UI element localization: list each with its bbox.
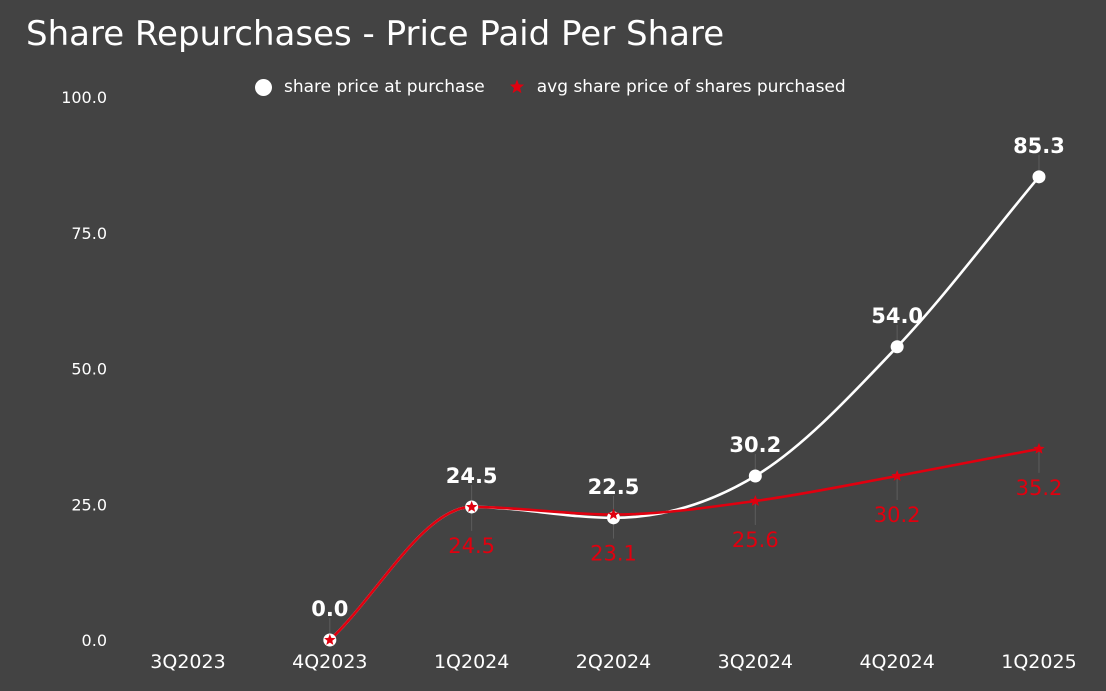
share-price-point[interactable] xyxy=(1032,170,1046,184)
x-tick-label: 4Q2024 xyxy=(859,651,934,673)
y-axis: 0.0 25.0 50.0 75.0 100.0 xyxy=(61,88,107,650)
x-axis: 3Q2023 4Q2023 1Q2024 2Q2024 3Q2024 4Q2024 1Q20… xyxy=(150,651,1076,673)
y-tick-label: 25.0 xyxy=(71,495,107,514)
share-price-point[interactable] xyxy=(890,340,904,354)
data-label-layer: 0.0 24.5 22.5 30.2 54.0 85.3 24.5 23.1 25.6 30.2 3… xyxy=(311,134,1065,621)
avg-price-data-label: 30.2 xyxy=(874,503,921,527)
share-price-data-label: 24.5 xyxy=(446,464,498,488)
legend-item-avg-price[interactable]: avg share price of shares purchased xyxy=(509,77,846,97)
series-layer xyxy=(323,154,1046,647)
legend-item-share-price[interactable]: share price at purchase xyxy=(255,77,485,97)
share-price-data-label: 0.0 xyxy=(311,597,348,621)
x-tick-label: 3Q2023 xyxy=(150,651,225,673)
y-tick-label: 75.0 xyxy=(71,224,107,243)
avg-price-point[interactable] xyxy=(1033,442,1045,454)
share-price-data-label: 54.0 xyxy=(871,304,923,328)
share-price-data-label: 85.3 xyxy=(1013,134,1065,158)
avg-price-data-label: 25.6 xyxy=(732,528,779,552)
y-tick-label: 0.0 xyxy=(82,631,107,650)
avg-price-data-label: 23.1 xyxy=(590,542,637,566)
y-tick-label: 50.0 xyxy=(71,360,107,379)
series-line-share-price xyxy=(328,175,1040,641)
avg-price-point[interactable] xyxy=(607,508,620,520)
circle-marker-icon xyxy=(255,78,272,96)
x-tick-label: 1Q2025 xyxy=(1001,651,1076,673)
x-tick-label: 1Q2024 xyxy=(434,651,509,673)
share-price-data-label: 22.5 xyxy=(588,475,640,499)
avg-price-data-label: 24.5 xyxy=(448,534,495,558)
x-tick-label: 3Q2024 xyxy=(718,651,793,673)
share-price-point[interactable] xyxy=(748,469,762,483)
legend-label-avg-price: avg share price of shares purchased xyxy=(536,77,846,97)
avg-price-point[interactable] xyxy=(465,500,478,512)
avg-price-point[interactable] xyxy=(749,494,762,506)
avg-price-point[interactable] xyxy=(891,470,903,481)
x-tick-label: 4Q2023 xyxy=(292,651,367,673)
avg-price-point[interactable] xyxy=(324,634,336,645)
share-price-data-label: 30.2 xyxy=(729,433,781,457)
chart-title: Share Repurchases - Price Paid Per Share xyxy=(26,14,725,54)
series-line-avg-price xyxy=(328,447,1040,641)
legend: share price at purchase avg share price … xyxy=(255,74,870,100)
y-tick-label: 100.0 xyxy=(61,88,107,107)
star-marker-icon xyxy=(509,79,524,94)
x-tick-label: 2Q2024 xyxy=(576,651,651,673)
legend-label-share-price: share price at purchase xyxy=(284,77,485,97)
avg-price-data-label: 35.2 xyxy=(1016,476,1063,500)
